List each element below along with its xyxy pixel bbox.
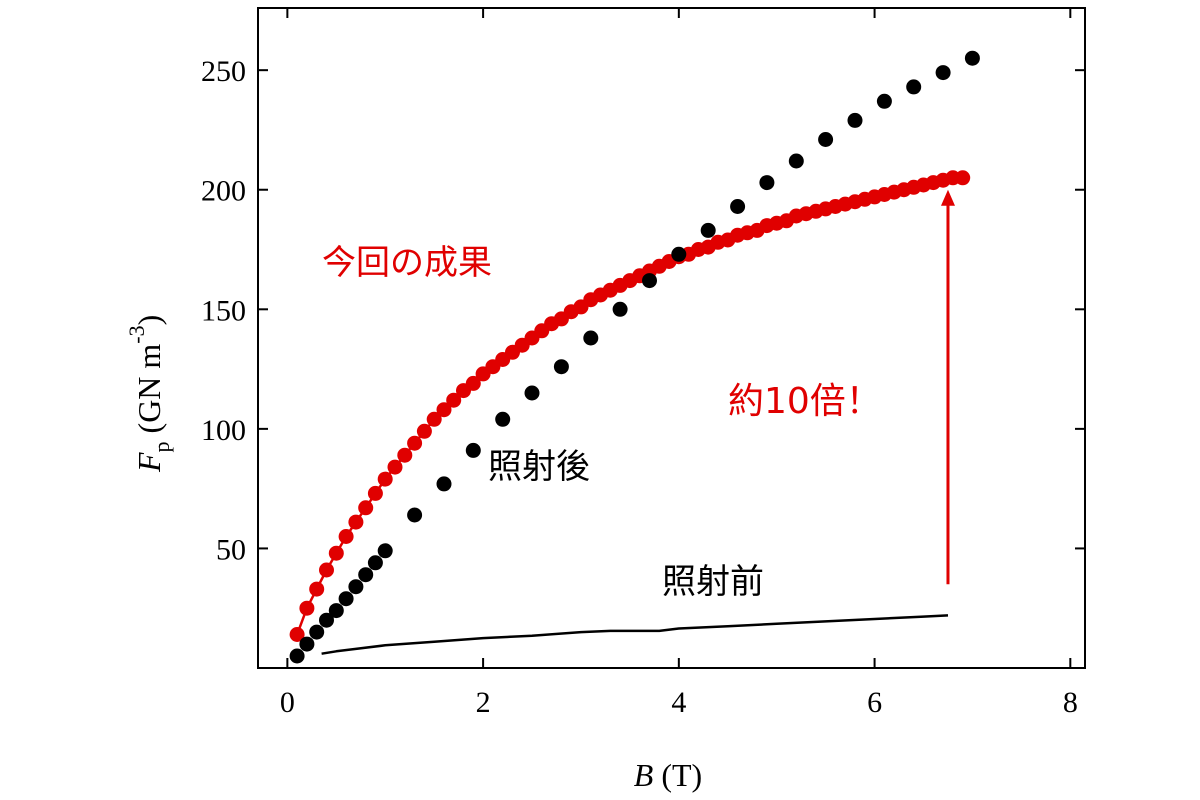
series-0-point [955,170,971,186]
y-axis-label: Fp (GN m-3) [124,315,174,473]
series-1-point [289,648,305,664]
plot-frame [257,7,1086,669]
y-tick-label: 200 [201,175,246,208]
series-1-point [642,273,657,289]
series-1-point [818,132,834,147]
series-0-point [416,423,432,439]
series-1-point [612,301,628,317]
series-1-point [367,555,383,571]
series-1-point [407,507,423,523]
series-1 [289,50,980,664]
series-1-point [338,591,354,607]
series-0-point [465,375,481,391]
series-1-point [759,175,775,191]
increase-arrow [940,189,955,585]
series-1-point [700,222,716,238]
series-0 [289,170,971,642]
series-0-point [397,447,413,463]
x-tick-label: 0 [280,686,295,719]
series-1-point [309,624,325,640]
x-tick-label: 2 [476,686,491,719]
series-1-point [358,567,374,583]
series-1-point [964,50,980,66]
annotation-after-irradiation: 照射後 [488,447,590,487]
series-0-point [299,600,315,616]
series-1-point [377,543,393,559]
series-1-point [524,385,540,401]
x-tick-label: 4 [671,686,686,719]
x-tick-label: 8 [1063,686,1078,719]
series-1-point [348,579,364,595]
x-axis-label: B (T) [634,757,702,793]
series-1-point [847,112,863,128]
series-0-point [446,392,462,408]
series-0-point [377,471,393,487]
series-0-point [358,500,374,516]
series-1-point [319,612,334,628]
series-2-line [321,614,949,655]
series-1-point [583,330,599,346]
annotation-this-result: 今回の成果 [322,243,492,283]
series-layer [289,50,980,664]
y-tick-label: 150 [201,294,246,327]
series-0-point [328,545,344,561]
series-0-point [426,411,442,427]
series-1-point [553,359,569,375]
series-0-point [407,435,423,451]
series-1-point [671,246,687,262]
x-tick-label: 6 [867,686,882,719]
series-0-point [367,485,383,501]
y-tick-label: 100 [201,414,246,447]
series-1-point [465,442,481,458]
series-1-point [495,411,511,427]
series-1-point [730,199,746,214]
series-0-point [338,529,354,544]
increase-arrow-head [940,189,955,206]
y-tick-label: 50 [216,533,246,566]
series-0-point [319,562,334,578]
annotation-before-irradiation: 照射前 [662,562,764,602]
series-0-point [309,581,325,597]
series-1-point [876,93,892,109]
series-2 [321,614,949,655]
series-1-point [328,603,344,619]
series-0-point [289,627,305,642]
series-1-point [935,65,951,81]
axis-ticks: 0 2 4 6 8 50 100 150 200 250 [201,8,1085,719]
series-0-point [387,459,403,475]
series-1-point [906,79,922,95]
series-0-point [436,402,452,418]
series-1-point [299,636,315,652]
series-1-point [436,476,452,492]
annotation-ten-times: 約10倍！ [728,381,882,422]
series-0-point [348,514,364,530]
series-1-point [788,153,804,169]
y-tick-label: 250 [201,55,246,88]
